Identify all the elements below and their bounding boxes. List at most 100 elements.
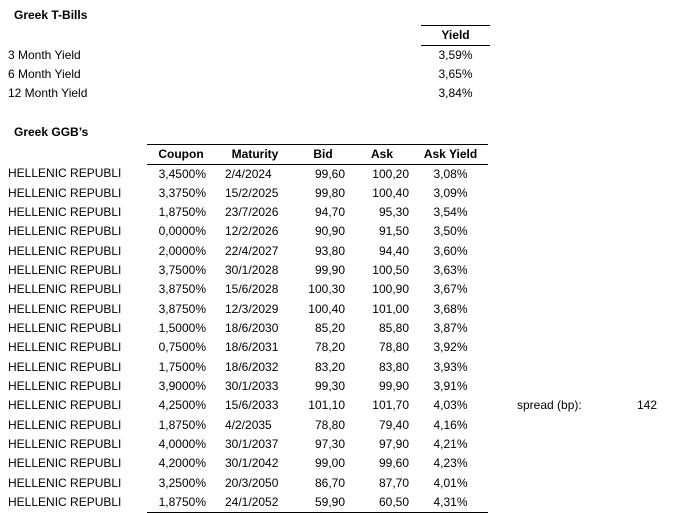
ask-yield-cell[interactable]: 4,23% bbox=[433, 456, 468, 471]
coupon-cell[interactable]: 3,8750% bbox=[158, 282, 206, 297]
bid-cell[interactable]: 90,90 bbox=[314, 224, 345, 239]
bond-name-cell[interactable]: HELLENIC REPUBLI bbox=[8, 205, 122, 220]
bid-cell[interactable]: 99,60 bbox=[314, 166, 345, 181]
bond-name-cell[interactable]: HELLENIC REPUBLI bbox=[8, 359, 122, 374]
tbill-yield-cell[interactable]: 3,84% bbox=[438, 86, 473, 101]
maturity-cell[interactable]: 23/7/2026 bbox=[225, 205, 279, 220]
ask-yield-cell[interactable]: 3,08% bbox=[433, 166, 468, 181]
ask-cell[interactable]: 99,60 bbox=[378, 456, 409, 471]
coupon-cell[interactable]: 3,8750% bbox=[158, 301, 206, 316]
maturity-cell[interactable]: 4/2/2035 bbox=[225, 417, 272, 432]
bond-name-cell[interactable]: HELLENIC REPUBLI bbox=[8, 456, 122, 471]
maturity-cell[interactable]: 30/1/2037 bbox=[225, 437, 279, 452]
tbill-yield-cell[interactable]: 3,59% bbox=[438, 48, 473, 62]
maturity-cell[interactable]: 2/4/2024 bbox=[225, 166, 272, 181]
maturity-cell[interactable]: 18/6/2032 bbox=[225, 359, 279, 374]
coupon-cell[interactable]: 0,0000% bbox=[158, 224, 206, 239]
ask-yield-cell[interactable]: 3,91% bbox=[433, 379, 468, 394]
maturity-cell[interactable]: 30/1/2042 bbox=[225, 456, 279, 471]
maturity-cell[interactable]: 24/1/2052 bbox=[215, 492, 295, 513]
ask-cell[interactable]: 100,50 bbox=[372, 263, 409, 278]
maturity-cell[interactable]: 18/6/2031 bbox=[225, 340, 279, 355]
coupon-cell[interactable]: 3,4500% bbox=[158, 166, 206, 181]
maturity-cell[interactable]: 12/3/2029 bbox=[225, 301, 279, 316]
bid-cell[interactable]: 78,80 bbox=[314, 417, 345, 432]
bond-name-cell[interactable]: HELLENIC REPUBLI bbox=[8, 495, 122, 510]
ask-yield-cell[interactable]: 3,63% bbox=[433, 263, 468, 278]
coupon-cell[interactable]: 3,7500% bbox=[158, 263, 206, 278]
maturity-cell[interactable]: 15/6/2028 bbox=[225, 282, 279, 297]
coupon-cell[interactable]: 1,7500% bbox=[158, 359, 206, 374]
coupon-cell[interactable]: 1,5000% bbox=[158, 321, 206, 336]
bond-name-cell[interactable]: HELLENIC REPUBLI bbox=[8, 340, 122, 355]
bond-name-cell[interactable]: HELLENIC REPUBLI bbox=[8, 263, 122, 278]
ask-cell[interactable]: 97,90 bbox=[378, 437, 409, 452]
ask-cell[interactable]: 100,40 bbox=[372, 185, 409, 200]
coupon-cell[interactable]: 4,0000% bbox=[158, 437, 206, 452]
spread-value[interactable]: 142 bbox=[636, 398, 657, 412]
ask-yield-cell[interactable]: 3,68% bbox=[433, 301, 468, 316]
ask-cell[interactable]: 78,80 bbox=[378, 340, 409, 355]
maturity-cell[interactable]: 18/6/2030 bbox=[225, 321, 279, 336]
maturity-cell[interactable]: 15/6/2033 bbox=[225, 398, 279, 413]
coupon-cell[interactable]: 4,2500% bbox=[158, 398, 206, 413]
ask-cell[interactable]: 99,90 bbox=[378, 379, 409, 394]
ask-cell[interactable]: 101,70 bbox=[372, 398, 409, 413]
ask-yield-cell[interactable]: 4,01% bbox=[433, 475, 468, 490]
ask-cell[interactable]: 60,50 bbox=[351, 492, 413, 513]
ask-cell[interactable]: 100,20 bbox=[372, 166, 409, 181]
tbill-label-cell[interactable]: 12 Month Yield bbox=[8, 86, 88, 101]
bond-name-cell[interactable]: HELLENIC REPUBLI bbox=[8, 321, 122, 336]
ask-cell[interactable]: 94,40 bbox=[378, 243, 409, 258]
ask-yield-cell[interactable]: 3,09% bbox=[433, 185, 468, 200]
bond-name-cell[interactable]: HELLENIC REPUBLI bbox=[8, 282, 122, 297]
bond-name-cell[interactable]: HELLENIC REPUBLI bbox=[8, 417, 122, 432]
bid-cell[interactable]: 99,80 bbox=[314, 185, 345, 200]
coupon-cell[interactable]: 0,7500% bbox=[158, 340, 206, 355]
coupon-cell[interactable]: 4,2000% bbox=[158, 456, 206, 471]
ask-cell[interactable]: 83,80 bbox=[378, 359, 409, 374]
bond-name-cell[interactable]: HELLENIC REPUBLI bbox=[8, 185, 122, 200]
ask-yield-cell[interactable]: 3,93% bbox=[433, 359, 468, 374]
bid-cell[interactable]: 97,30 bbox=[314, 437, 345, 452]
tbill-label-cell[interactable]: 3 Month Yield bbox=[8, 47, 81, 62]
ask-cell[interactable]: 95,30 bbox=[378, 205, 409, 220]
bond-name-cell[interactable]: HELLENIC REPUBLI bbox=[8, 398, 122, 413]
ask-yield-cell[interactable]: 3,67% bbox=[433, 282, 468, 297]
bid-cell[interactable]: 83,20 bbox=[314, 359, 345, 374]
maturity-cell[interactable]: 12/2/2026 bbox=[225, 224, 279, 239]
bid-cell[interactable]: 99,90 bbox=[314, 263, 345, 278]
ask-cell[interactable]: 100,90 bbox=[372, 282, 409, 297]
maturity-cell[interactable]: 15/2/2025 bbox=[225, 185, 279, 200]
ask-yield-cell[interactable]: 3,54% bbox=[433, 205, 468, 220]
bid-cell[interactable]: 85,20 bbox=[314, 321, 345, 336]
ask-yield-cell[interactable]: 3,60% bbox=[433, 243, 468, 258]
coupon-cell[interactable]: 3,3750% bbox=[158, 185, 206, 200]
bond-name-cell[interactable]: HELLENIC REPUBLI bbox=[8, 437, 122, 452]
ask-yield-cell[interactable]: 4,16% bbox=[433, 417, 468, 432]
ask-cell[interactable]: 79,40 bbox=[378, 417, 409, 432]
bond-name-cell[interactable]: HELLENIC REPUBLI bbox=[8, 243, 122, 258]
ask-yield-cell[interactable]: 3,92% bbox=[433, 340, 468, 355]
ask-cell[interactable]: 87,70 bbox=[378, 475, 409, 490]
ask-yield-cell[interactable]: 4,03% bbox=[433, 398, 468, 413]
bid-cell[interactable]: 94,70 bbox=[314, 205, 345, 220]
ask-cell[interactable]: 101,00 bbox=[372, 301, 409, 316]
ask-yield-cell[interactable]: 4,31% bbox=[413, 492, 488, 513]
bid-cell[interactable]: 100,30 bbox=[308, 282, 345, 297]
bond-name-cell[interactable]: HELLENIC REPUBLI bbox=[8, 224, 122, 239]
bond-name-cell[interactable]: HELLENIC REPUBLI bbox=[8, 301, 122, 316]
maturity-cell[interactable]: 30/1/2028 bbox=[225, 263, 279, 278]
coupon-cell[interactable]: 1,8750% bbox=[158, 205, 206, 220]
tbill-label-cell[interactable]: 6 Month Yield bbox=[8, 67, 81, 82]
ask-yield-cell[interactable]: 4,21% bbox=[433, 437, 468, 452]
coupon-cell[interactable]: 2,0000% bbox=[158, 243, 206, 258]
coupon-cell[interactable]: 3,2500% bbox=[158, 475, 206, 490]
coupon-cell[interactable]: 1,8750% bbox=[158, 417, 206, 432]
bid-cell[interactable]: 100,40 bbox=[308, 301, 345, 316]
tbill-yield-cell[interactable]: 3,65% bbox=[438, 67, 473, 82]
maturity-cell[interactable]: 22/4/2027 bbox=[225, 243, 279, 258]
ask-yield-cell[interactable]: 3,87% bbox=[433, 321, 468, 336]
maturity-cell[interactable]: 20/3/2050 bbox=[225, 475, 279, 490]
bid-cell[interactable]: 99,00 bbox=[314, 456, 345, 471]
